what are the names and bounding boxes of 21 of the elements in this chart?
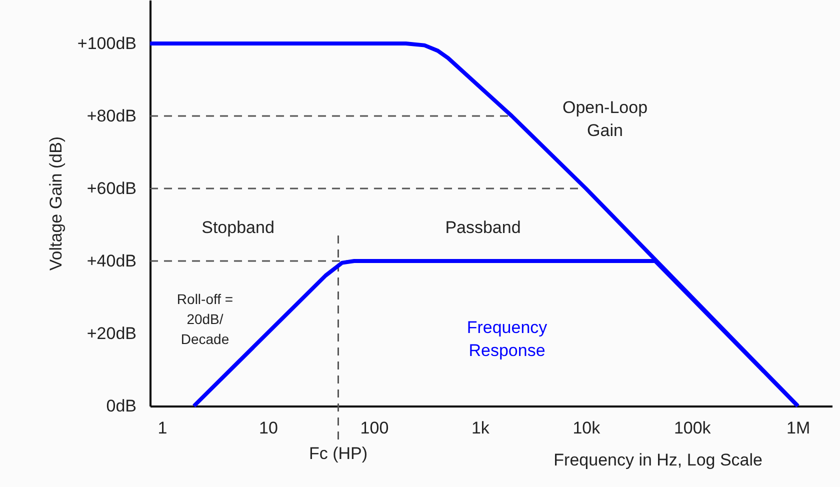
x-tick-label: 10k (572, 418, 601, 438)
x-tick-label: 10 (259, 418, 278, 438)
annotation: Roll-off = 20dB/ Decade (176, 291, 234, 347)
annotation: Open-Loop Gain (562, 98, 648, 140)
y-tick-label: +80dB (86, 106, 136, 126)
annotation: Passband (445, 218, 521, 237)
y-tick-label: +60dB (86, 179, 136, 198)
x-axis-title: Frequency in Hz, Log Scale (554, 450, 762, 470)
y-tick-label: +100dB (77, 34, 136, 53)
x-tick-label: 1M (786, 418, 810, 438)
x-tick-label: 100k (674, 418, 712, 438)
y-tick-label: 0dB (106, 396, 136, 416)
x-tick-label: 1 (158, 418, 168, 438)
annotation: Stopband (202, 218, 274, 237)
y-axis-title: Voltage Gain (dB) (46, 136, 66, 271)
y-tick-label: +20dB (86, 324, 136, 343)
ref-line-label: Fc (HP) (308, 444, 368, 463)
x-tick-label: 100 (360, 418, 389, 438)
x-tick-label: 1k (471, 418, 490, 438)
y-tick-label: +40dB (86, 252, 136, 270)
text: Frequency Response (466, 318, 548, 360)
